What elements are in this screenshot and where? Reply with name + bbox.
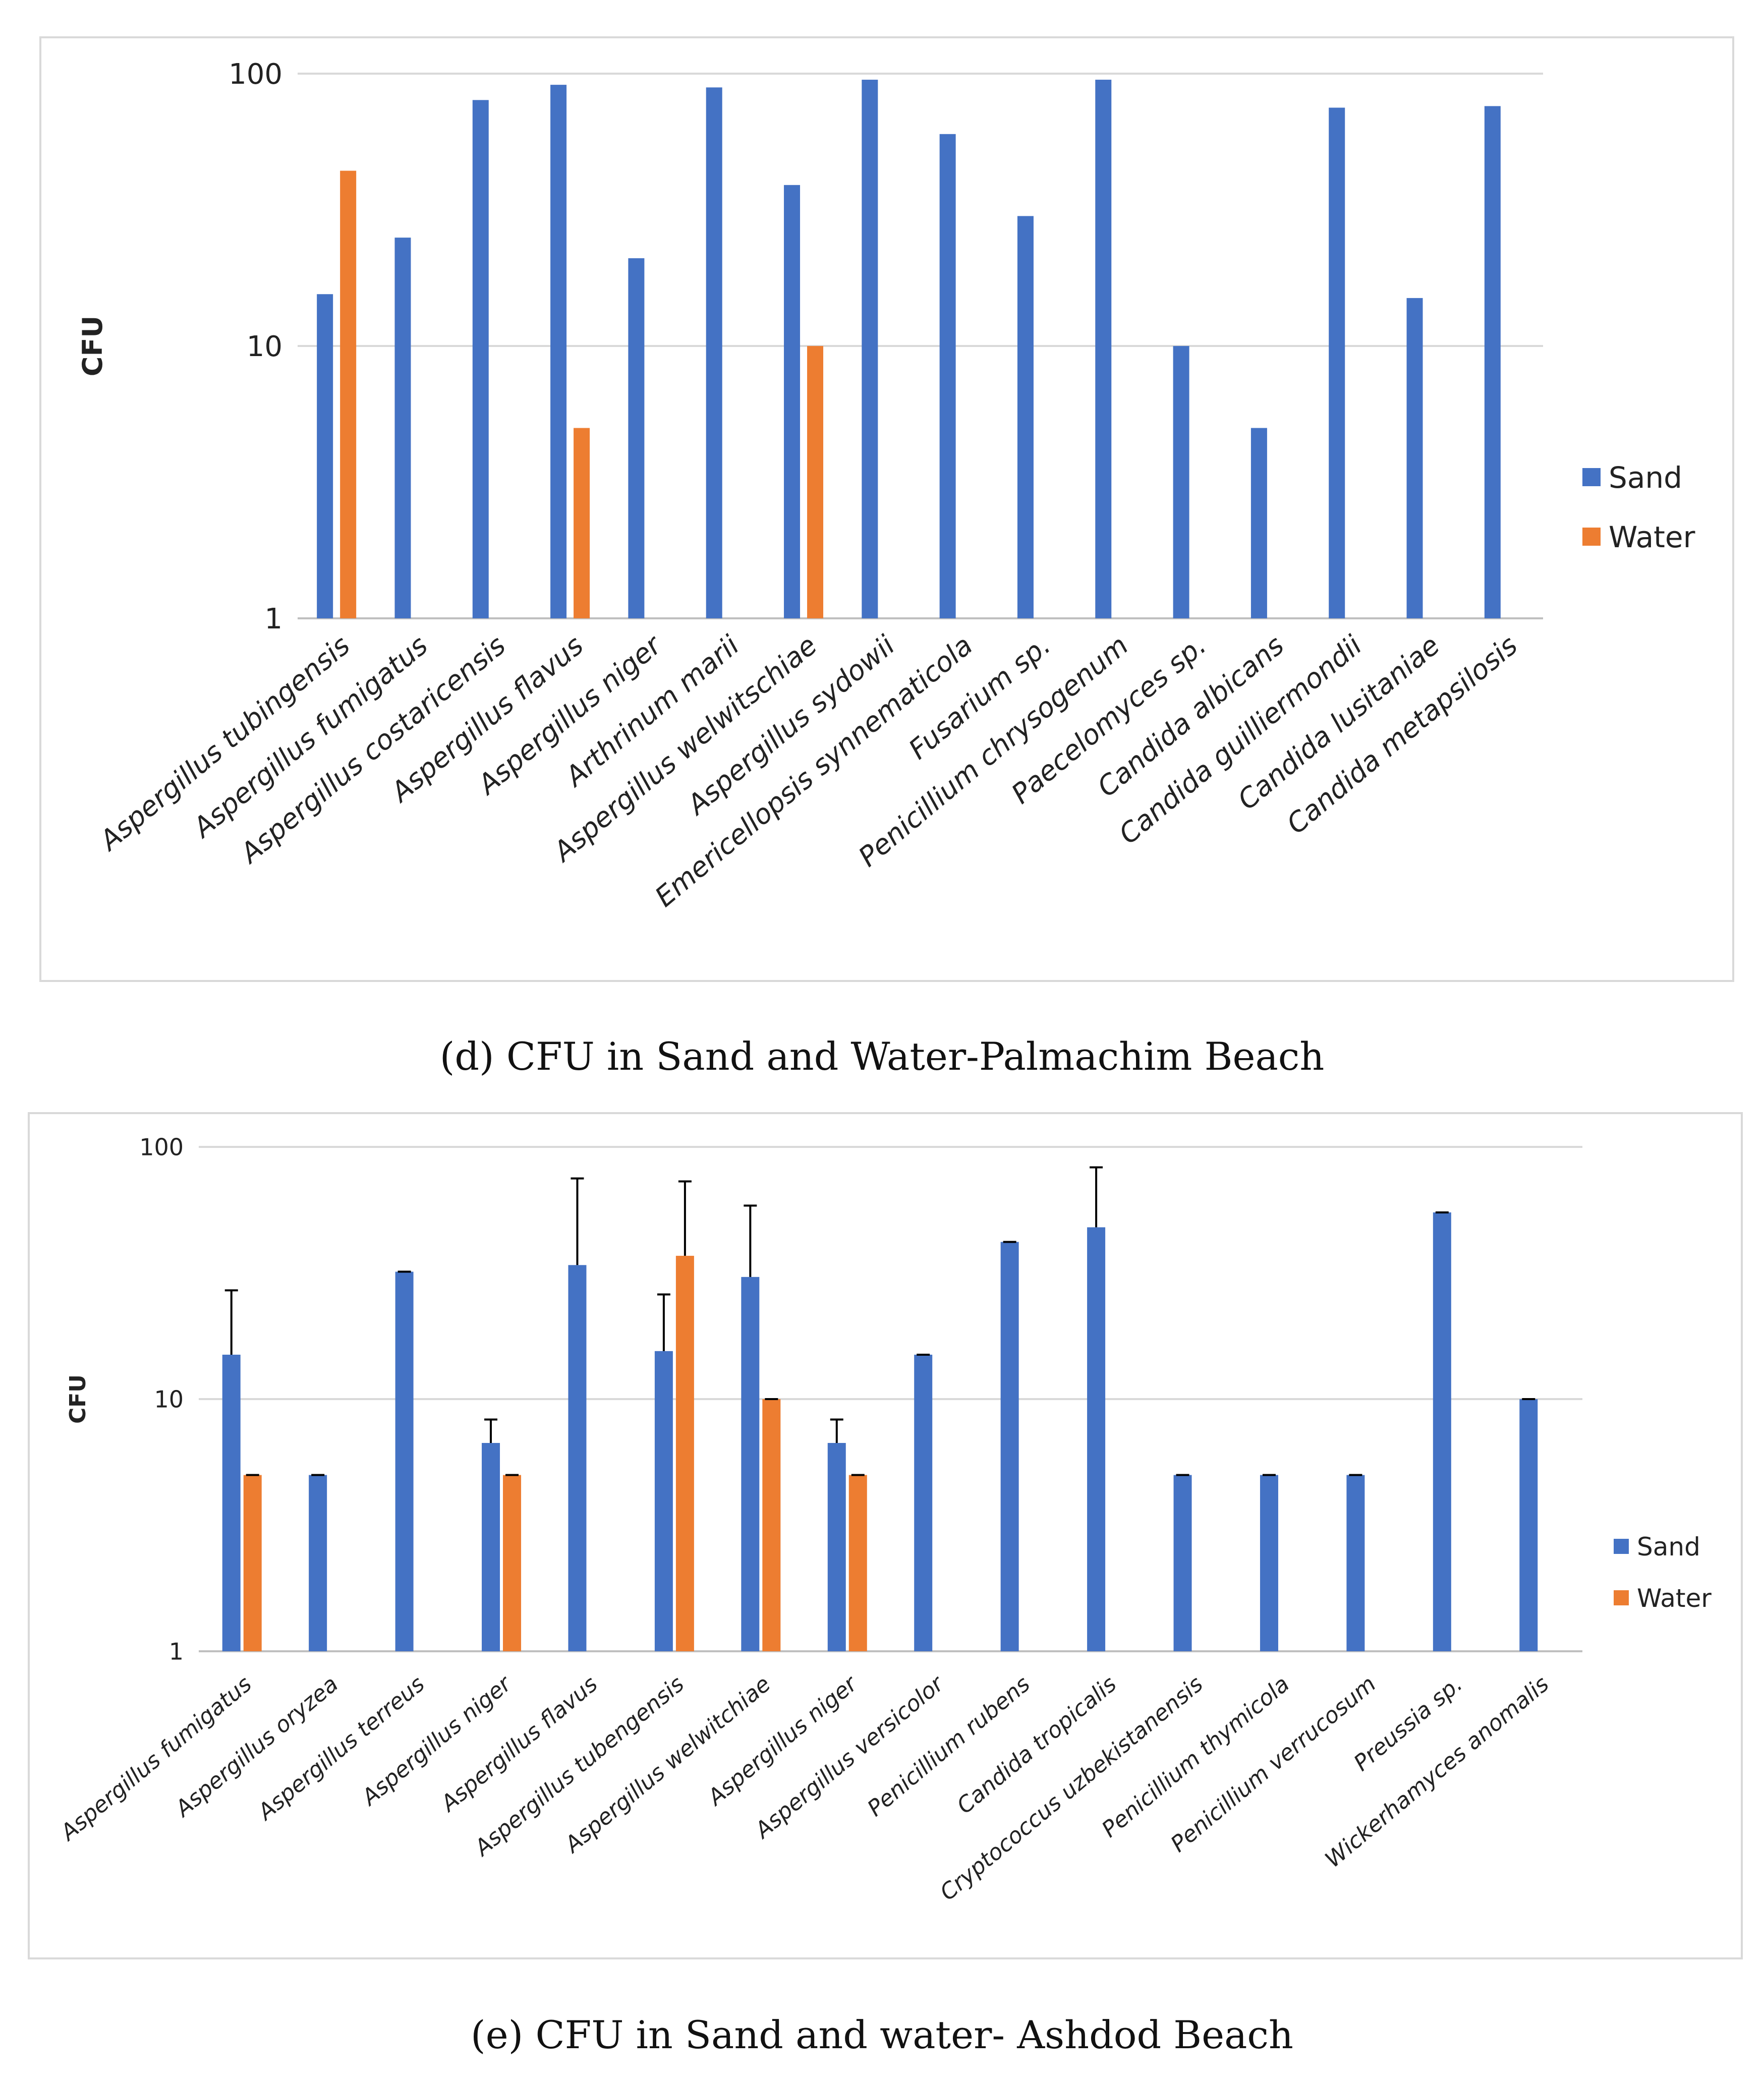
bar-sand: [1346, 1475, 1365, 1651]
x-category-label: Penicillium rubens: [863, 1671, 1035, 1821]
bar-water: [675, 1255, 694, 1651]
bar-water: [762, 1399, 781, 1651]
bar-sand: [472, 100, 489, 618]
bar-sand: [741, 1277, 760, 1651]
bar-sand: [1250, 428, 1267, 618]
legend-swatch-water: [1614, 1590, 1629, 1605]
bar-sand: [482, 1442, 500, 1651]
bar-sand: [317, 294, 333, 618]
bar-sand: [1433, 1212, 1451, 1651]
bar-sand: [222, 1354, 241, 1651]
bar-sand: [568, 1265, 587, 1651]
chart-panel-d: 1 10 100 CFU Aspergillus tubingensis Aspergil…: [39, 36, 1734, 982]
bar-sand: [827, 1442, 846, 1651]
legend-label-water: Water: [1637, 1584, 1712, 1613]
bar-sand: [1519, 1399, 1538, 1651]
series-sand: [317, 80, 1501, 619]
bar-sand: [1017, 216, 1034, 619]
bar-sand: [914, 1354, 933, 1651]
bar-sand: [1173, 1475, 1192, 1651]
bar-sand: [628, 258, 645, 618]
bar-sand: [1173, 346, 1189, 618]
bar-water: [848, 1475, 867, 1651]
y-tick-label: 100: [229, 58, 282, 91]
bar-water: [807, 346, 824, 618]
bar-sand: [395, 1271, 414, 1651]
x-category-label: Aspergillus niger: [702, 1670, 863, 1811]
bar-water: [340, 170, 357, 619]
bar-sand: [862, 80, 878, 618]
bar-sand: [1260, 1475, 1278, 1651]
x-category-label: Aspergillus niger: [356, 1670, 518, 1811]
bar-sand: [1095, 80, 1112, 618]
y-axis-label: CFU: [65, 1374, 91, 1424]
bar-sand: [784, 185, 801, 619]
y-tick-label: 10: [247, 330, 282, 363]
bar-sand: [309, 1475, 327, 1651]
caption-d: (d) CFU in Sand and Water-Palmachim Beac…: [439, 1034, 1325, 1079]
bar-sand: [1484, 106, 1501, 618]
bar-water: [243, 1475, 262, 1651]
legend-swatch-water: [1582, 528, 1601, 546]
legend-label-water: Water: [1609, 520, 1695, 554]
legend-swatch-sand: [1582, 468, 1601, 486]
bar-sand: [1000, 1242, 1019, 1651]
bar-water: [503, 1475, 522, 1651]
legend-label-sand: Sand: [1637, 1532, 1700, 1561]
y-tick-label: 1: [169, 1638, 184, 1665]
x-category-label: Aspergillus terreus: [252, 1671, 430, 1826]
y-tick-label: 10: [154, 1386, 184, 1413]
bar-sand: [654, 1351, 673, 1651]
bar-sand: [1087, 1227, 1106, 1651]
x-category-label: Aspergillus flavus: [435, 1671, 602, 1817]
series-water: [340, 170, 824, 619]
bar-sand: [1329, 107, 1345, 618]
y-tick-label: 1: [264, 603, 282, 635]
bar-sand: [394, 238, 411, 618]
series-water: [243, 1180, 867, 1651]
x-category-label: Candida tropicalis: [952, 1671, 1121, 1819]
bar-sand: [706, 87, 722, 619]
legend-swatch-sand: [1614, 1539, 1629, 1554]
x-category-label: Aspergillus oryzea: [169, 1671, 343, 1822]
y-tick-label: 100: [139, 1134, 184, 1161]
y-axis-label: CFU: [77, 316, 108, 376]
caption-e: (e) CFU in Sand and water- Ashdod Beach: [471, 2012, 1293, 2057]
series-sand: [222, 1166, 1538, 1651]
bar-sand: [1406, 298, 1423, 618]
bar-sand: [550, 85, 567, 618]
bar-sand: [939, 134, 956, 618]
legend-label-sand: Sand: [1609, 460, 1682, 495]
chart-panel-e: 1 10 100 CFU Aspergillus fumigatus Aspergillu…: [28, 1112, 1743, 1959]
bar-water: [574, 428, 590, 618]
